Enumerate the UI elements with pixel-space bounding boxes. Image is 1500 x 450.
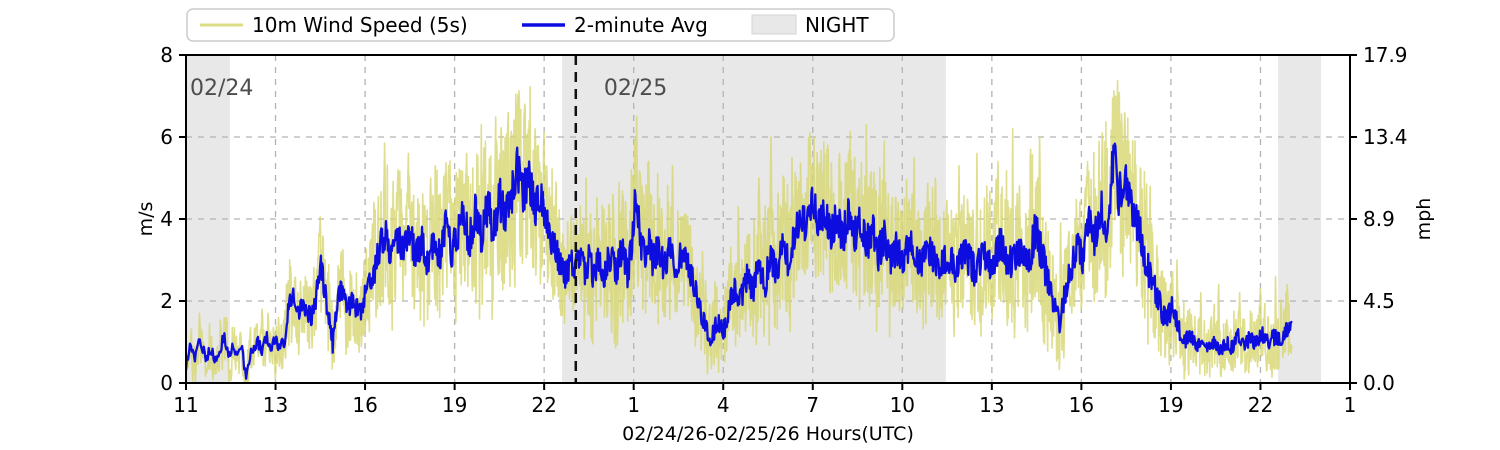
y-tick-label-left: 4 <box>160 207 173 231</box>
y-tick-label-right: 8.9 <box>1363 207 1395 231</box>
x-axis-label: 02/24/26-02/25/26 Hours(UTC) <box>622 423 914 445</box>
date-annotation-0225: 02/25 <box>604 76 667 101</box>
x-tick-label: 16 <box>1069 393 1094 417</box>
x-tick-label: 19 <box>442 393 467 417</box>
x-tick-label: 11 <box>173 393 198 417</box>
y-tick-label-left: 2 <box>160 289 173 313</box>
x-tick-label: 19 <box>1158 393 1183 417</box>
x-tick-label: 13 <box>263 393 288 417</box>
axis-ticks <box>179 54 1357 390</box>
x-tick-label: 1 <box>1344 393 1357 417</box>
date-annotation-0224: 02/24 <box>190 76 253 101</box>
x-tick-label: 13 <box>979 393 1004 417</box>
x-tick-label: 22 <box>1248 393 1273 417</box>
y-tick-label-left: 6 <box>160 125 173 149</box>
x-tick-label: 10 <box>890 393 915 417</box>
legend: 10m Wind Speed (5s) 2-minute Avg NIGHT <box>186 8 895 42</box>
y-tick-label-right: 4.5 <box>1363 289 1395 313</box>
y-tick-label-right: 17.9 <box>1363 43 1408 67</box>
legend-label-avg: 2-minute Avg <box>574 13 708 37</box>
y-tick-label-right: 13.4 <box>1363 125 1408 149</box>
gust-series-line <box>186 80 1293 383</box>
x-tick-label: 7 <box>806 393 819 417</box>
legend-label-gust: 10m Wind Speed (5s) <box>252 13 468 37</box>
legend-label-night: NIGHT <box>805 13 869 37</box>
axis-tick-labels: 11 13 16 19 22 1 4 7 10 13 16 19 22 10 0.02 4.54 8.96 13.… <box>160 43 1407 417</box>
x-tick-label: 22 <box>531 393 556 417</box>
night-patch-swatch <box>751 14 797 35</box>
y-axis-label-right: mph <box>1413 198 1435 241</box>
y-tick-label-right: 0.0 <box>1363 371 1395 395</box>
y-tick-label-left: 0 <box>160 371 173 395</box>
y-axis-label-left: m/s <box>135 202 157 237</box>
y-tick-label-left: 8 <box>160 43 173 67</box>
avg-series-line <box>186 142 1293 380</box>
x-tick-label: 1 <box>627 393 640 417</box>
x-tick-label: 16 <box>352 393 377 417</box>
x-tick-label: 4 <box>717 393 730 417</box>
